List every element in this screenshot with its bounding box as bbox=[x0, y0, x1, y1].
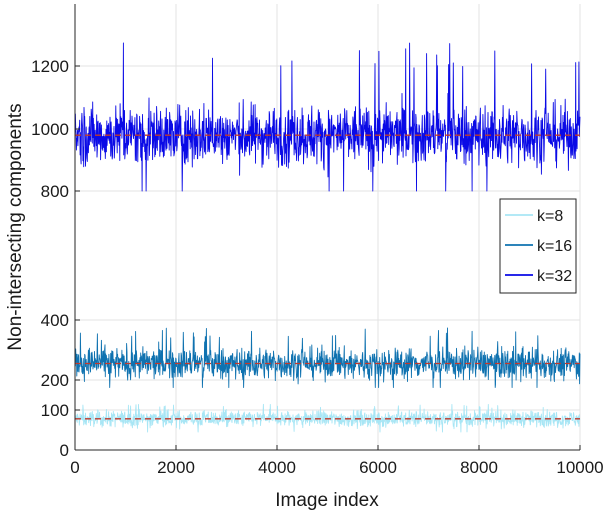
series-line-k=16 bbox=[74, 327, 581, 388]
x-tick-label: 0 bbox=[70, 458, 79, 477]
y-tick-label: 1200 bbox=[31, 57, 69, 76]
x-tick-label: 2000 bbox=[157, 458, 195, 477]
y-tick-label: 0 bbox=[60, 441, 69, 460]
legend-label: k=16 bbox=[537, 238, 572, 255]
x-tick-label: 10000 bbox=[556, 458, 603, 477]
legend-label: k=32 bbox=[537, 268, 572, 285]
y-tick-label: 800 bbox=[41, 182, 69, 201]
grid bbox=[74, 4, 581, 451]
legend-label: k=8 bbox=[537, 208, 563, 225]
y-tick-label: 1000 bbox=[31, 120, 69, 139]
y-tick-label: 100 bbox=[41, 401, 69, 420]
x-axis-title: Image index bbox=[275, 490, 379, 511]
axes bbox=[74, 4, 581, 451]
y-tick-label: 200 bbox=[41, 371, 69, 390]
x-tick-label: 8000 bbox=[460, 458, 498, 477]
y-tick-label: 400 bbox=[41, 311, 69, 330]
series-line-k=32 bbox=[74, 42, 581, 192]
x-tick-label: 4000 bbox=[258, 458, 296, 477]
mean-lines bbox=[75, 134, 580, 420]
y-axis-title: Non-intersecting components bbox=[5, 103, 26, 350]
x-tick-label: 6000 bbox=[359, 458, 397, 477]
tick-labels: 0 2000 4000 6000 8000 10000 0 100 200 400 800 1000 1… bbox=[31, 57, 603, 477]
legend: k=8 k=16 k=32 bbox=[499, 198, 577, 294]
